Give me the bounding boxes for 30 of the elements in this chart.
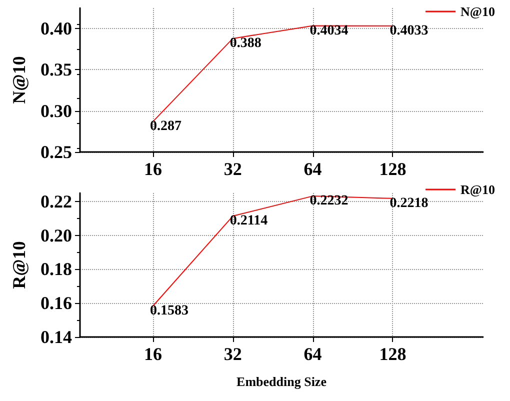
- x-tick-label: 64: [304, 159, 322, 179]
- x-tick-label: 128: [379, 159, 406, 179]
- x-tick-label: 16: [144, 159, 162, 179]
- data-label: 0.4034: [310, 23, 348, 38]
- data-label: 0.388: [230, 36, 262, 51]
- legend-label: R@10: [460, 182, 496, 197]
- x-tick-label: 16: [144, 344, 162, 364]
- x-tick-label: 32: [224, 159, 242, 179]
- data-label: 0.4033: [390, 23, 428, 38]
- y-tick-label: 0.16: [40, 293, 72, 314]
- y-tick-label: 0.30: [40, 100, 72, 121]
- x-tick-label: 128: [379, 344, 406, 364]
- y-tick-label: 0.18: [40, 259, 72, 280]
- legend-label: N@10: [460, 4, 496, 19]
- y-tick-label: 0.40: [40, 18, 72, 39]
- data-label: 0.2114: [230, 214, 268, 229]
- x-axis-title: Embedding Size: [236, 374, 327, 389]
- data-label: 0.1583: [150, 304, 188, 318]
- y-axis-title: R@10: [9, 241, 29, 289]
- x-tick-label: 64: [304, 344, 322, 364]
- y-tick-label: 0.25: [40, 142, 72, 162]
- x-tick-label: 32: [224, 344, 242, 364]
- data-label: 0.2218: [390, 196, 428, 211]
- y-tick-label: 0.20: [40, 225, 72, 246]
- data-label: 0.287: [150, 119, 182, 134]
- y-tick-label: 0.14: [40, 327, 72, 347]
- data-label: 0.2232: [310, 194, 348, 209]
- y-tick-label: 0.35: [40, 60, 72, 80]
- y-axis-title: N@10: [9, 56, 29, 104]
- y-tick-label: 0.22: [40, 191, 72, 212]
